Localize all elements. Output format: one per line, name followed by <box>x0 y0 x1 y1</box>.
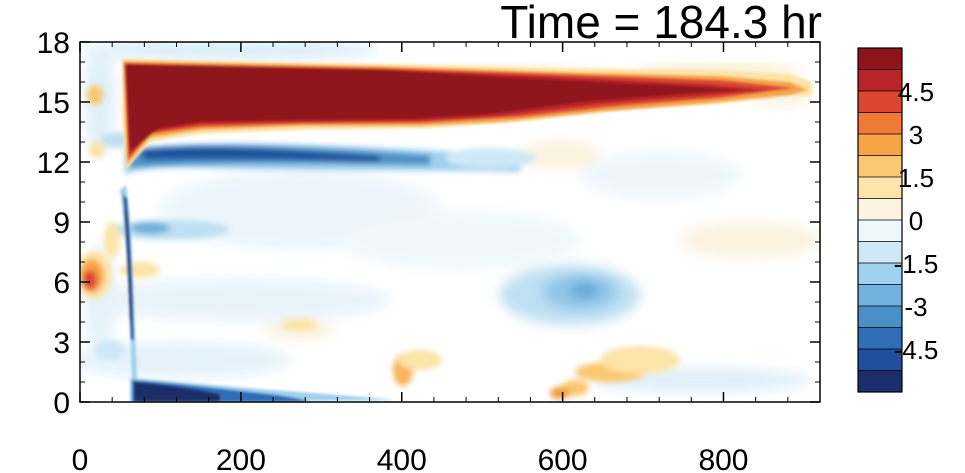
y-tick-label: 0 <box>53 387 70 420</box>
colorbar-label: 0 <box>909 206 923 236</box>
x-tick-label: 800 <box>698 444 748 473</box>
y-tick-label: 6 <box>53 267 70 300</box>
y-tick-label: 12 <box>37 147 70 180</box>
colorbar: 4.5 3 1.5 0 -1.5 -3 -4.5 <box>857 47 939 393</box>
y-axis: 0 3 6 9 12 15 18 <box>37 27 820 420</box>
x-axis: 0 200 400 600 800 <box>72 42 789 473</box>
chart-title: Time = 184.3 hr <box>500 0 822 48</box>
background-contours <box>80 42 820 392</box>
negative-band <box>125 143 535 175</box>
colorbar-label: 3 <box>909 120 923 150</box>
colorbar-swatch <box>858 349 902 371</box>
colorbar-swatch <box>858 91 902 113</box>
colorbar-label: 1.5 <box>898 163 934 193</box>
colorbar-swatch <box>858 155 902 178</box>
y-tick-label: 15 <box>37 87 70 120</box>
colorbar-label: 4.5 <box>898 77 934 107</box>
no-data-region <box>380 42 820 62</box>
surface-negative-band <box>130 378 395 402</box>
positive-band <box>122 58 812 170</box>
colorbar-swatch <box>858 112 902 135</box>
colorbar-swatch <box>858 241 902 264</box>
mid-negative-patch <box>500 265 640 325</box>
colorbar-swatch <box>858 306 902 328</box>
colorbar-label: -3 <box>904 292 927 322</box>
vertical-negative-streak <box>120 185 138 396</box>
colorbar-label: -4.5 <box>894 335 939 365</box>
x-tick-label: 200 <box>216 444 266 473</box>
y-tick-label: 3 <box>53 327 70 360</box>
colorbar-swatch <box>858 370 902 393</box>
x-tick-label: 400 <box>377 444 427 473</box>
colorbar-swatch <box>858 69 902 92</box>
y-tick-label: 9 <box>53 207 70 240</box>
colorbar-label: -1.5 <box>894 249 939 279</box>
colorbar-frame <box>857 47 903 393</box>
colorbar-swatch <box>858 134 902 156</box>
colorbar-swatch <box>858 263 902 285</box>
colorbar-swatch <box>858 327 902 350</box>
x-tick-label: 0 <box>72 444 89 473</box>
y-tick-label: 18 <box>37 27 70 60</box>
colorbar-swatch <box>858 220 902 242</box>
colorbar-swatch <box>858 177 902 199</box>
x-tick-label: 600 <box>538 444 588 473</box>
colorbar-swatch <box>858 284 902 307</box>
colorbar-swatch <box>858 198 902 221</box>
plot-area <box>80 42 820 402</box>
colorbar-swatch <box>858 48 902 70</box>
surface-positive-patches <box>282 319 680 399</box>
